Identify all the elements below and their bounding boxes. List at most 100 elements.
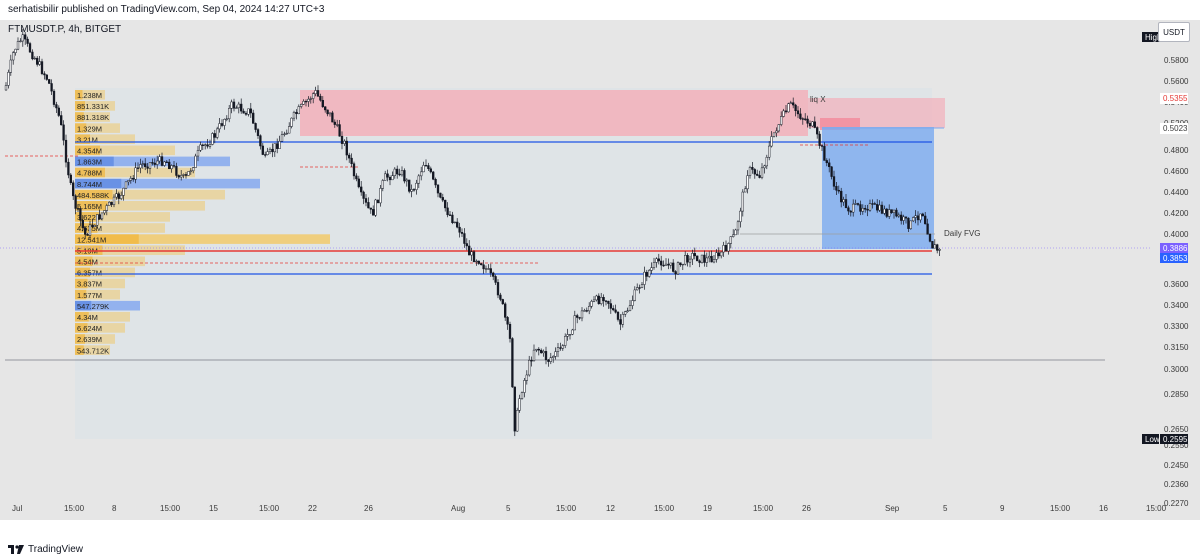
chart-canvas[interactable]: 1.238M 851.331K 881.318K 1.329M 3.21M 4.354M 1… xyxy=(0,20,1200,520)
candle-body xyxy=(360,186,363,193)
candle-body xyxy=(280,134,284,142)
candle-body xyxy=(868,203,872,211)
candle-body xyxy=(751,167,754,170)
candle-body xyxy=(636,287,639,291)
candle-body xyxy=(823,146,826,161)
grey-price-tag xyxy=(1160,123,1188,134)
candle-body xyxy=(650,267,653,271)
candle-body xyxy=(700,254,704,263)
candle-body xyxy=(813,121,816,128)
candle-body xyxy=(194,155,197,168)
candle-body xyxy=(343,140,346,144)
volume-profile-label: 881.318K xyxy=(77,113,109,122)
candle-body xyxy=(866,209,869,211)
candle-body xyxy=(400,170,404,176)
daily-fvg-label: Daily FVG xyxy=(944,229,980,238)
candle-body xyxy=(504,303,507,318)
candle-body xyxy=(122,187,125,196)
candle-body xyxy=(530,360,533,362)
symbol-title[interactable]: FTMUSDT.P, 4h, BITGET xyxy=(8,24,122,35)
candle-body xyxy=(4,85,8,91)
price-tick-label: 0.3300 xyxy=(1164,322,1189,331)
candle-body xyxy=(616,311,620,320)
price-tick-label: 0.2650 xyxy=(1164,425,1189,434)
volume-profile-bar xyxy=(75,178,260,189)
candle-body xyxy=(660,260,663,266)
time-tick-label: Sep xyxy=(885,504,900,513)
candle-body xyxy=(861,207,864,212)
candle-body xyxy=(679,262,682,265)
candle-body xyxy=(648,270,651,277)
volume-profile-label: 543.712K xyxy=(77,346,109,355)
candle-body xyxy=(290,117,293,127)
candle-body xyxy=(184,174,188,176)
candle-body xyxy=(825,160,828,164)
candle-body xyxy=(410,189,413,192)
candle-body xyxy=(895,209,898,217)
candle-body xyxy=(19,40,22,43)
candle-body xyxy=(43,73,46,76)
footer-bar xyxy=(0,540,1200,560)
candle-body xyxy=(856,203,860,205)
candle-body xyxy=(907,217,910,229)
time-tick-label: 26 xyxy=(802,504,811,513)
candle-body xyxy=(717,252,720,257)
candle-body xyxy=(201,144,204,146)
candle-body xyxy=(52,90,56,105)
volume-profile-bar-core xyxy=(75,112,84,122)
candle-body xyxy=(928,234,932,242)
price-tick-label: 0.3400 xyxy=(1164,301,1189,310)
candle-body xyxy=(141,163,144,165)
candle-body xyxy=(921,213,924,217)
candle-body xyxy=(484,268,488,270)
candle-body xyxy=(451,214,454,223)
candle-body xyxy=(391,175,394,181)
candle-body xyxy=(787,103,790,113)
volume-profile-label: 6.357M xyxy=(77,269,102,278)
candle-body xyxy=(842,199,845,203)
candle-body xyxy=(772,132,776,137)
candle-body xyxy=(316,90,320,97)
candle-body xyxy=(600,297,603,304)
candle-body xyxy=(261,145,264,155)
candle-body xyxy=(768,145,771,158)
high-tag xyxy=(1142,32,1161,42)
time-tick-label: 15:00 xyxy=(556,504,577,513)
candle-body xyxy=(844,199,848,209)
candle-body xyxy=(180,175,183,178)
volume-profile-label: 4.354M xyxy=(77,147,102,156)
volume-profile-bar-core xyxy=(75,145,100,156)
candle-body xyxy=(81,220,84,229)
candle-body xyxy=(703,254,706,263)
candle-body xyxy=(628,305,632,311)
range-box xyxy=(75,88,932,439)
time-tick-label: 12 xyxy=(606,504,615,513)
chart-pane[interactable]: 1.238M 851.331K 881.318K 1.329M 3.21M 4.354M 1… xyxy=(0,20,1200,520)
volume-profile-bar-core xyxy=(75,300,92,311)
candle-body xyxy=(412,189,416,191)
candle-body xyxy=(177,175,180,178)
candle-body xyxy=(216,128,219,138)
candle-body xyxy=(139,164,142,169)
candle-body xyxy=(828,162,831,168)
candle-body xyxy=(309,98,312,100)
candle-body xyxy=(204,144,207,146)
candle-body xyxy=(386,173,389,178)
volume-profile-bar xyxy=(75,123,120,133)
time-tick-label: 26 xyxy=(364,504,373,513)
candle-body xyxy=(715,252,718,260)
candle-body xyxy=(182,174,185,176)
tradingview-logo[interactable]: TradingView xyxy=(8,544,83,555)
volume-profile-label: 1.863M xyxy=(77,158,102,167)
candle-body xyxy=(595,295,598,301)
candle-body xyxy=(424,165,428,167)
candle-body xyxy=(770,136,773,147)
time-axis[interactable]: Jul 15:00 8 15:00 15 15:00 22 26 Aug 5 15:00 12 15:0… xyxy=(12,504,1167,513)
candle-body xyxy=(453,221,456,224)
candle-body xyxy=(592,299,596,302)
candle-body xyxy=(506,317,509,325)
candle-body xyxy=(597,295,600,304)
candle-body xyxy=(912,217,915,222)
volume-profile-label: 3.21M xyxy=(77,135,98,144)
currency-button[interactable]: USDT xyxy=(1158,22,1190,42)
